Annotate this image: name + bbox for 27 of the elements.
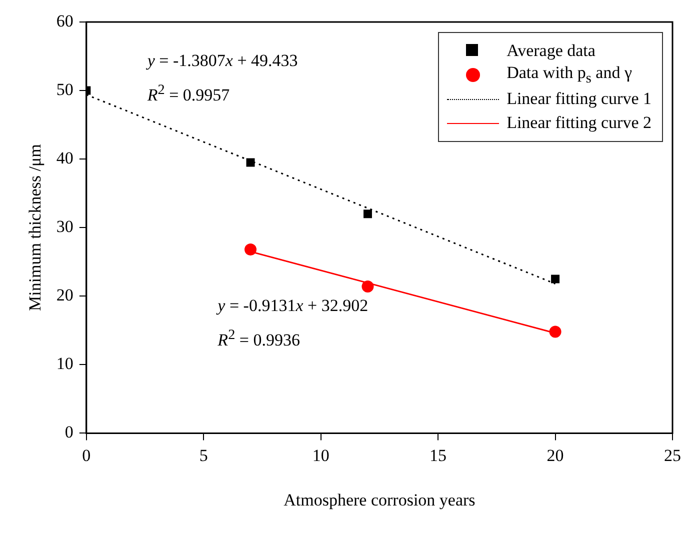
y-tick-label: 0: [64, 422, 74, 442]
x-tick-label: 15: [430, 446, 447, 465]
x-tick-label: 20: [546, 446, 564, 465]
x-tick-label: 25: [664, 446, 681, 465]
x-tick-label: 0: [82, 446, 91, 465]
annotation: y = -1.3807x + 49.433: [147, 50, 298, 71]
annotation: R$^{2}$ = 0.9936: [218, 326, 300, 351]
annotation: R$^{2}$ = 0.9957: [147, 82, 230, 106]
annotation: y = -0.9131x + 32.902: [218, 296, 368, 316]
point: [549, 326, 562, 338]
y-tick-label: 20: [56, 286, 74, 305]
legend-label: Linear fitting curve 2: [506, 113, 652, 133]
y-tick-label: 60: [56, 11, 74, 30]
x-axis-title: Atmosphere corrosion years: [284, 490, 476, 510]
point: [363, 210, 372, 218]
legend-label: Data with p$_{s}$ and γ: [506, 62, 632, 88]
x-tick-label: 10: [312, 446, 330, 465]
legend-label: Average data: [506, 41, 596, 61]
y-tick-label: 30: [56, 217, 74, 236]
y-tick-label: 50: [56, 80, 74, 99]
point: [244, 244, 257, 256]
point: [551, 274, 560, 284]
x-tick-label: 5: [199, 446, 208, 465]
y-tick-label: 10: [56, 354, 74, 374]
y-tick-label: 40: [56, 148, 74, 168]
legend-label: Linear fitting curve 1: [506, 89, 652, 109]
y-axis-title: Minimum thickness /μm: [26, 144, 45, 312]
